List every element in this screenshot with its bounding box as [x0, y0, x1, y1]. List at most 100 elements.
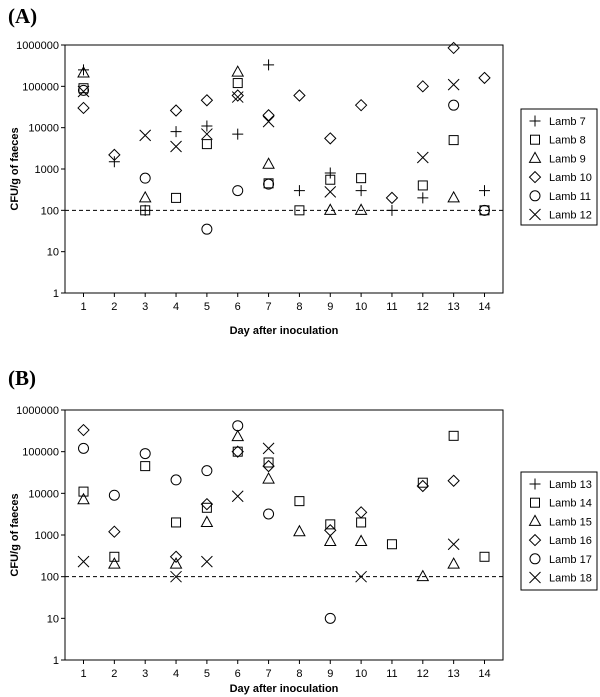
data-point-lamb-8 — [325, 174, 336, 185]
x-tick-label: 9 — [327, 668, 333, 680]
x-tick-label: 2 — [111, 668, 117, 680]
y-tick-label: 1 — [53, 288, 59, 300]
x-tick-label: 4 — [173, 301, 179, 313]
data-point-lamb-7 — [355, 185, 367, 197]
x-tick-label: 1 — [80, 668, 86, 680]
panel-b-legend: Lamb 13 Lamb 14 Lamb 15 Lamb 16 Lamb 17 Lamb … — [520, 471, 598, 591]
data-point-lamb-17 — [139, 448, 151, 460]
data-point-lamb-14 — [448, 430, 459, 441]
panel-b-y-axis-title: CFU/g of faeces — [9, 493, 21, 576]
data-point-lamb-12 — [447, 78, 460, 91]
data-point-lamb-9 — [262, 157, 275, 169]
data-point-lamb-7 — [232, 128, 244, 140]
data-point-lamb-17 — [201, 465, 213, 477]
data-point-lamb-18 — [231, 490, 244, 503]
data-point-lamb-8 — [232, 78, 243, 89]
x-tick-label: 10 — [355, 301, 367, 313]
data-point-lamb-16 — [169, 550, 183, 563]
data-point-lamb-8 — [140, 205, 151, 216]
data-point-lamb-16 — [447, 474, 460, 487]
data-point-lamb-17 — [263, 508, 275, 520]
legend-marker-lamb-17 — [529, 553, 541, 565]
legend-label: Lamb 16 — [549, 535, 592, 547]
data-point-lamb-14 — [232, 446, 243, 457]
panel-a-y-ticks: 1 10 100 1000 10000 100000 1000000 — [16, 40, 65, 300]
data-point-lamb-16 — [324, 524, 337, 537]
data-point-lamb-14 — [356, 517, 367, 528]
data-point-lamb-7 — [201, 120, 213, 132]
data-point-lamb-12 — [416, 151, 429, 164]
data-point-lamb-15 — [416, 569, 430, 582]
data-point-lamb-16 — [77, 423, 90, 437]
x-tick-label: 5 — [204, 668, 210, 680]
data-point-lamb-15 — [200, 515, 214, 527]
data-point-lamb-14 — [140, 461, 151, 472]
legend-marker-lamb-7 — [529, 115, 541, 127]
legend-label: Lamb 9 — [549, 153, 586, 165]
panel-b-data-points — [77, 420, 490, 624]
data-point-lamb-7 — [478, 185, 490, 197]
data-point-lamb-9 — [354, 203, 368, 215]
data-point-lamb-7 — [417, 192, 429, 204]
data-point-lamb-12 — [201, 128, 213, 140]
data-point-lamb-16 — [262, 459, 275, 473]
legend-label: Lamb 13 — [549, 479, 592, 491]
legend-label: Lamb 17 — [549, 554, 592, 566]
data-point-lamb-7 — [263, 59, 275, 71]
y-tick-label: 1 — [53, 655, 59, 667]
data-point-lamb-14 — [263, 457, 274, 468]
x-tick-label: 11 — [386, 668, 397, 680]
data-point-lamb-10 — [169, 104, 183, 117]
x-tick-label: 7 — [266, 668, 272, 680]
data-point-lamb-18 — [447, 538, 460, 551]
data-point-lamb-10 — [262, 109, 275, 122]
x-tick-label: 12 — [417, 668, 429, 680]
data-point-lamb-11 — [78, 84, 90, 96]
panel-a-label: (A) — [8, 4, 37, 28]
y-tick-label: 1000000 — [16, 405, 59, 417]
data-point-lamb-9 — [231, 65, 245, 77]
data-point-lamb-14 — [479, 551, 490, 562]
panel-a-x-ticks: 1 2 3 4 5 6 7 8 9 10 11 12 13 14 — [80, 293, 491, 313]
data-point-lamb-14 — [417, 477, 428, 488]
data-point-lamb-12 — [231, 91, 244, 103]
x-tick-label: 10 — [355, 668, 367, 680]
x-tick-label: 3 — [142, 301, 148, 313]
legend-label: Lamb 15 — [549, 516, 592, 528]
legend-marker-lamb-14 — [530, 497, 540, 508]
data-point-lamb-14 — [78, 486, 89, 497]
data-point-lamb-10 — [293, 89, 306, 102]
data-point-lamb-18 — [77, 555, 90, 568]
y-tick-label: 100 — [41, 572, 59, 584]
data-point-lamb-11 — [201, 223, 213, 235]
panel-a-plot-frame — [64, 44, 504, 294]
y-tick-label: 1000000 — [16, 40, 59, 52]
data-point-lamb-10 — [324, 132, 337, 145]
data-point-lamb-11 — [232, 185, 244, 197]
data-point-lamb-16 — [354, 506, 368, 519]
legend-label: Lamb 12 — [549, 210, 592, 222]
legend-label: Lamb 10 — [549, 172, 592, 184]
y-tick-label: 100000 — [22, 447, 59, 459]
x-tick-label: 6 — [235, 301, 241, 313]
data-point-lamb-8 — [171, 192, 182, 203]
x-tick-label: 12 — [417, 301, 429, 313]
data-point-lamb-15 — [293, 524, 306, 537]
data-point-lamb-17 — [170, 474, 182, 486]
data-point-lamb-18 — [355, 570, 367, 583]
data-point-lamb-12 — [170, 140, 182, 153]
legend-marker-lamb-18 — [529, 571, 541, 584]
data-point-lamb-7 — [293, 185, 305, 197]
x-tick-label: 8 — [296, 668, 302, 680]
data-point-lamb-9 — [77, 65, 90, 78]
data-point-lamb-9 — [447, 190, 460, 203]
legend-label: Lamb 11 — [549, 191, 591, 203]
data-point-lamb-7 — [170, 126, 182, 138]
panel-a-x-axis-title: Day after inoculation — [230, 325, 339, 337]
data-point-lamb-14 — [294, 496, 305, 507]
data-point-lamb-15 — [354, 534, 368, 546]
data-point-lamb-15 — [169, 557, 183, 569]
panel-b-label: (B) — [8, 366, 36, 390]
panel-a-legend-box — [520, 108, 598, 226]
